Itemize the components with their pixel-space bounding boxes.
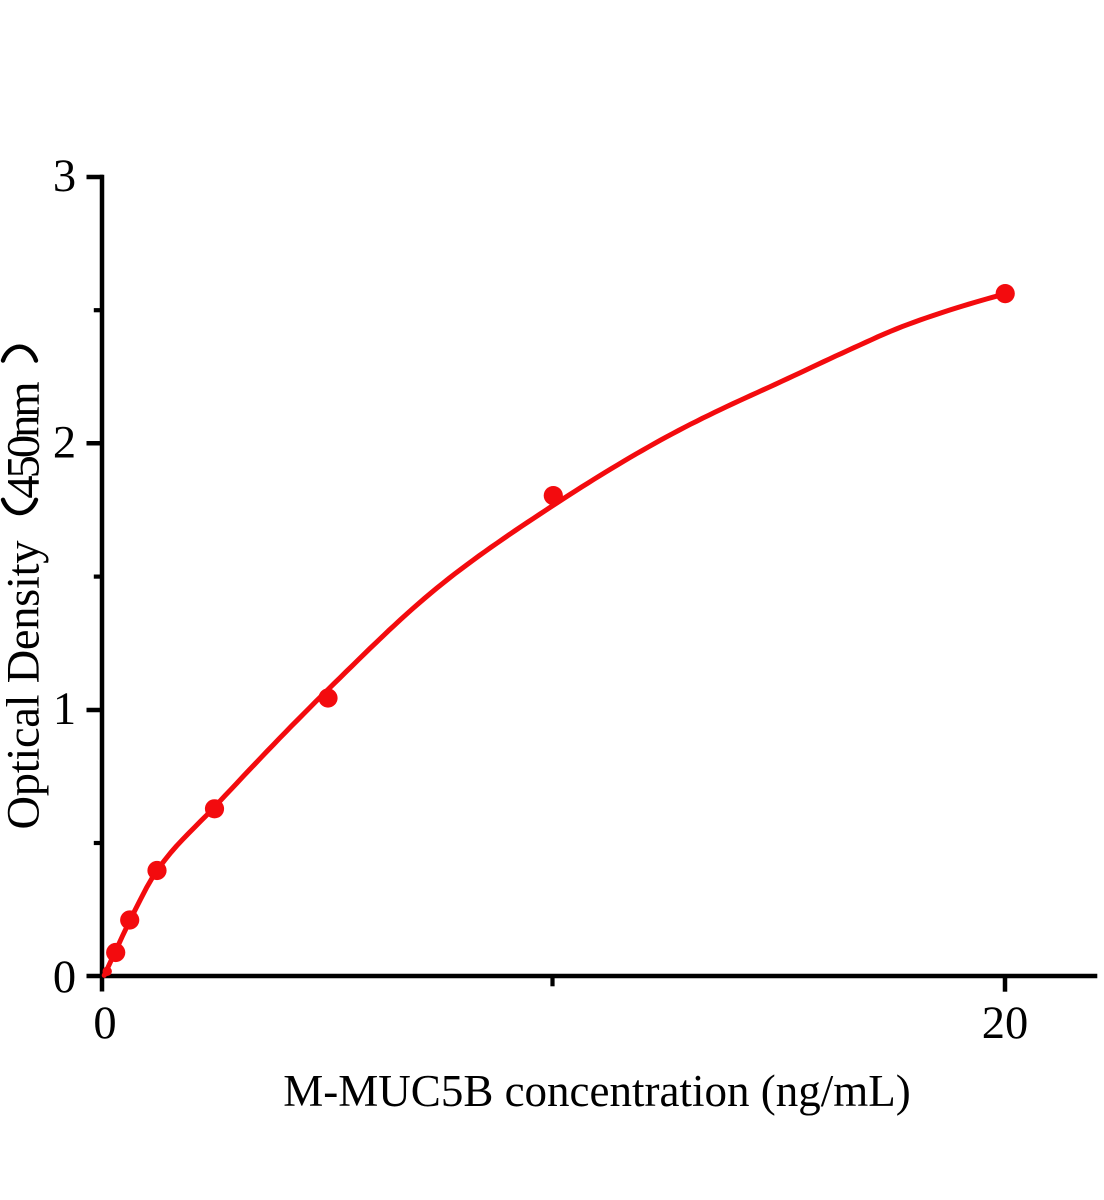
svg-text:Optical Density: Optical Density bbox=[0, 540, 50, 830]
svg-text:0: 0 bbox=[53, 952, 76, 1003]
svg-text:3: 3 bbox=[53, 151, 76, 202]
svg-text:1: 1 bbox=[53, 684, 76, 735]
svg-text:0: 0 bbox=[93, 998, 116, 1049]
svg-text:20: 20 bbox=[982, 998, 1029, 1049]
svg-text:M-MUC5B concentration (ng/mL): M-MUC5B concentration (ng/mL) bbox=[283, 1066, 910, 1116]
svg-text:2: 2 bbox=[53, 417, 76, 468]
svg-text:450nm: 450nm bbox=[0, 382, 50, 499]
